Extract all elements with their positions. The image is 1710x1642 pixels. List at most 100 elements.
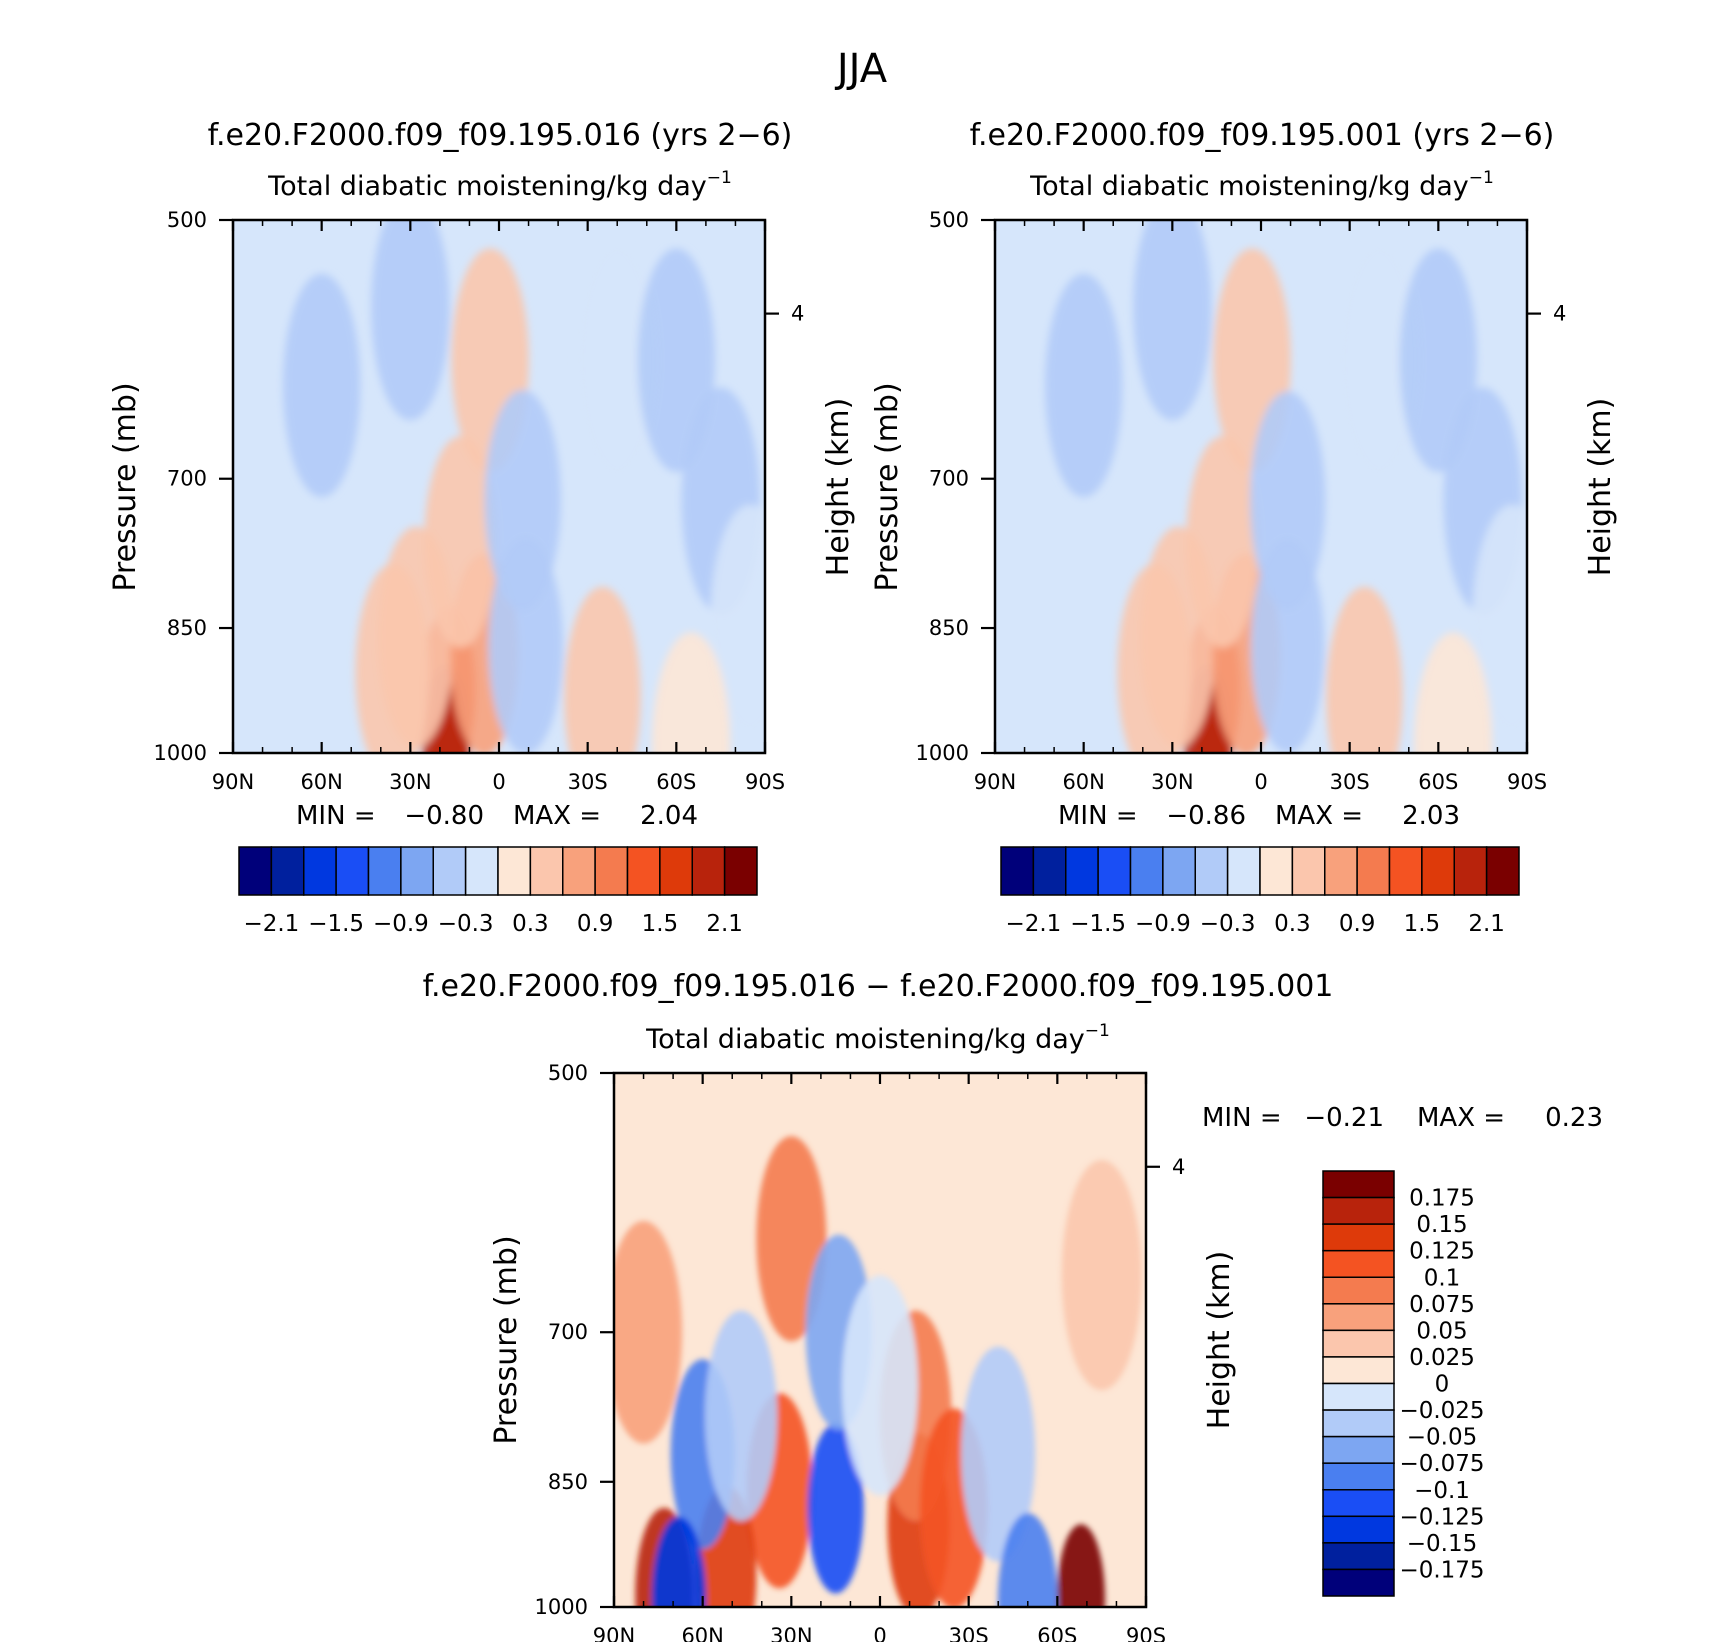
panel-title: f.e20.F2000.f09_f09.195.016 − f.e20.F200… bbox=[423, 969, 1334, 1004]
x-tick-label: 30N bbox=[1151, 770, 1193, 794]
y-tick-label: 500 bbox=[167, 208, 207, 232]
plot-area bbox=[614, 1073, 1146, 1607]
colorbar-box bbox=[497, 846, 532, 896]
x-tick-label: 60N bbox=[1062, 770, 1104, 794]
x-tick-label: 90S bbox=[1126, 1624, 1166, 1642]
panel-subtitle: Total diabatic moistening/kg day−1 bbox=[1029, 168, 1494, 202]
colorbar-label: −0.9 bbox=[373, 911, 429, 937]
y2-axis-label: Height (km) bbox=[821, 398, 856, 577]
colorbar-box bbox=[723, 846, 758, 896]
colorbar-box bbox=[1194, 846, 1229, 896]
min-value: −0.21 bbox=[1304, 1103, 1384, 1133]
y-axis-label: Pressure (mb) bbox=[108, 382, 143, 591]
x-tick-label: 0 bbox=[492, 770, 505, 794]
colorbar-box bbox=[1322, 1489, 1395, 1518]
colorbar-box bbox=[367, 846, 402, 896]
colorbar-label: 0.175 bbox=[1409, 1186, 1475, 1212]
panel-subtitle: Total diabatic moistening/kg day−1 bbox=[645, 1021, 1110, 1055]
colorbar-box bbox=[1162, 846, 1196, 896]
x-tick-label: 30N bbox=[770, 1624, 812, 1642]
colorbar-box bbox=[1485, 846, 1520, 896]
field-blob bbox=[614, 1221, 683, 1444]
panel-difference: f.e20.F2000.f09_f09.195.016 − f.e20.F200… bbox=[423, 969, 1603, 1642]
y-tick-label: 700 bbox=[929, 467, 969, 491]
colorbar-label: −0.025 bbox=[1399, 1398, 1484, 1424]
subtitle-text: Total diabatic moistening/kg day bbox=[1029, 171, 1469, 202]
colorbar-label: 0.3 bbox=[512, 911, 549, 937]
colorbar-box bbox=[1322, 1382, 1395, 1411]
subtitle-superscript: −1 bbox=[1469, 168, 1494, 188]
colorbar-box bbox=[1356, 846, 1391, 896]
x-tick-label: 90S bbox=[1507, 770, 1547, 794]
max-label: MAX = bbox=[1417, 1103, 1505, 1133]
y-tick-label: 1000 bbox=[535, 1595, 588, 1619]
figure-title: JJA bbox=[834, 46, 888, 92]
colorbar-label: −0.3 bbox=[1200, 911, 1256, 937]
field-blob bbox=[997, 1513, 1058, 1607]
colorbar-label: 0.05 bbox=[1416, 1318, 1467, 1344]
y-axis-label: Pressure (mb) bbox=[870, 382, 905, 591]
colorbar-label: 2.1 bbox=[706, 911, 743, 937]
colorbar-box bbox=[335, 846, 370, 896]
colorbar-box bbox=[1322, 1329, 1395, 1358]
field-blob bbox=[1186, 436, 1259, 648]
colorbar-label: −0.15 bbox=[1407, 1531, 1477, 1557]
field-blob bbox=[564, 586, 641, 753]
colorbar-label: 0.025 bbox=[1409, 1345, 1475, 1371]
field-blob bbox=[1338, 243, 1420, 477]
colorbar-box bbox=[1097, 846, 1132, 896]
field-blob bbox=[1472, 504, 1527, 733]
y-tick-label: 700 bbox=[167, 467, 207, 491]
colorbar-box bbox=[1388, 846, 1423, 896]
colorbar-box bbox=[1226, 846, 1261, 896]
colorbar-box bbox=[1322, 1568, 1395, 1597]
field-blob bbox=[1056, 1524, 1105, 1607]
y-tick-label: 1000 bbox=[916, 741, 969, 765]
colorbar-box bbox=[1324, 846, 1358, 896]
colorbar-box bbox=[400, 846, 434, 896]
colorbar-box bbox=[1322, 1223, 1395, 1252]
plot-area bbox=[233, 220, 765, 753]
x-tick-label: 0 bbox=[873, 1624, 886, 1642]
x-tick-label: 60S bbox=[656, 770, 696, 794]
subtitle-text: Total diabatic moistening/kg day bbox=[267, 171, 707, 202]
colorbar-box bbox=[464, 846, 499, 896]
colorbar-box bbox=[238, 846, 273, 896]
field-blob bbox=[1326, 586, 1403, 753]
y2-axis-label: Height (km) bbox=[1583, 398, 1618, 577]
colorbar-box bbox=[626, 846, 661, 896]
colorbar-label: −0.175 bbox=[1399, 1557, 1484, 1583]
colorbar-label: −2.1 bbox=[1005, 911, 1061, 937]
colorbar-label: 0.125 bbox=[1409, 1239, 1475, 1265]
colorbar-label: 0.15 bbox=[1416, 1212, 1467, 1238]
colorbar-box bbox=[1322, 1196, 1395, 1225]
colorbar-label: −0.05 bbox=[1407, 1425, 1477, 1451]
colorbar-box bbox=[529, 846, 564, 896]
y2-tick-label: 4 bbox=[791, 302, 804, 326]
colorbar-box bbox=[303, 846, 337, 896]
max-label: MAX = bbox=[1275, 801, 1363, 831]
colorbar-box bbox=[270, 846, 305, 896]
panel-top-right: f.e20.F2000.f09_f09.195.001 (yrs 2−6) To… bbox=[870, 118, 1618, 937]
x-tick-label: 60N bbox=[300, 770, 342, 794]
colorbar-box bbox=[691, 846, 726, 896]
field-blob bbox=[1250, 539, 1325, 753]
field-blob bbox=[424, 436, 497, 648]
colorbar-box bbox=[1322, 1276, 1395, 1305]
field-blob bbox=[756, 1136, 827, 1342]
colorbar-box bbox=[1032, 846, 1067, 896]
colorbar-box bbox=[1291, 846, 1326, 896]
x-tick-label: 30S bbox=[568, 770, 608, 794]
field-blob bbox=[1413, 632, 1493, 753]
max-value: 0.23 bbox=[1545, 1103, 1603, 1133]
colorbar-box bbox=[1421, 846, 1455, 896]
colorbar-box bbox=[1453, 846, 1488, 896]
x-tick-label: 30S bbox=[949, 1624, 989, 1642]
y-tick-label: 500 bbox=[548, 1061, 588, 1085]
panel-title: f.e20.F2000.f09_f09.195.016 (yrs 2−6) bbox=[208, 118, 793, 153]
field-blob bbox=[1061, 1160, 1142, 1391]
y-tick-label: 500 bbox=[929, 208, 969, 232]
y2-axis-label: Height (km) bbox=[1202, 1251, 1237, 1430]
panel-title: f.e20.F2000.f09_f09.195.001 (yrs 2−6) bbox=[970, 118, 1555, 153]
